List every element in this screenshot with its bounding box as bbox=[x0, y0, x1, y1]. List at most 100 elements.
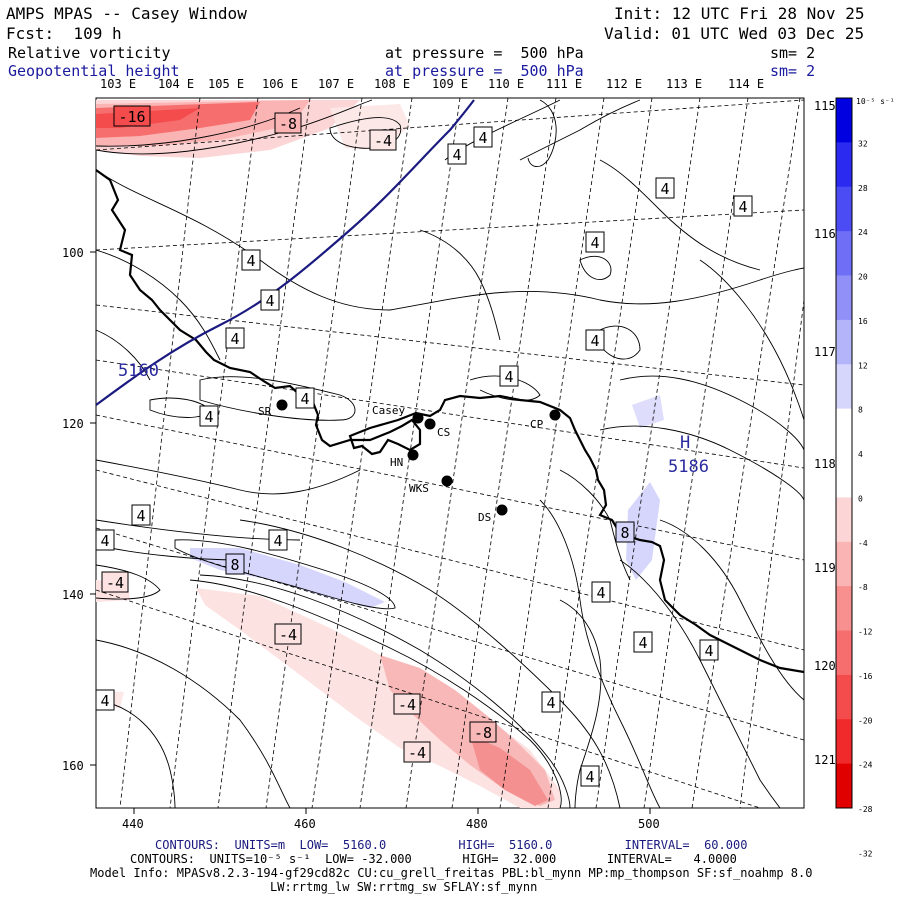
colorbar-swatch bbox=[836, 630, 852, 676]
top-lon-label: 104 E bbox=[158, 77, 195, 91]
svg-text:SR: SR bbox=[258, 405, 272, 418]
forecast-hour: Fcst: 109 h bbox=[6, 24, 122, 43]
colorbar-tick-label: 32 bbox=[858, 139, 868, 148]
svg-text:-4: -4 bbox=[374, 132, 392, 150]
valid-time: Valid: 01 UTC Wed 03 Dec 25 bbox=[604, 24, 865, 43]
contour-label: 4 bbox=[131, 504, 151, 526]
colorbar-swatch bbox=[836, 497, 852, 543]
svg-text:Casey: Casey bbox=[372, 404, 405, 417]
svg-text:4: 4 bbox=[100, 532, 109, 550]
colorbar-tick-label: 28 bbox=[858, 184, 868, 193]
svg-text:-8: -8 bbox=[474, 724, 492, 742]
meridian-lines bbox=[119, 98, 804, 808]
station-marker[interactable]: CP bbox=[530, 409, 561, 432]
top-lon-label: 111 E bbox=[546, 77, 583, 91]
svg-text:4: 4 bbox=[590, 332, 599, 350]
colorbar-tick-label: -8 bbox=[858, 583, 868, 592]
colorbar-swatch bbox=[836, 98, 852, 143]
svg-text:4: 4 bbox=[452, 146, 461, 164]
colorbar-swatch bbox=[836, 186, 852, 232]
contour-label: 8 bbox=[615, 521, 635, 543]
top-lon-label: 107 E bbox=[318, 77, 355, 91]
svg-text:8: 8 bbox=[620, 524, 629, 542]
high-marker: H bbox=[680, 433, 690, 453]
svg-text:-4: -4 bbox=[279, 626, 297, 644]
height-contour-5160 bbox=[96, 99, 475, 406]
colorbar-swatch bbox=[836, 541, 852, 587]
station-marker[interactable]: WKS bbox=[409, 475, 453, 496]
svg-text:4: 4 bbox=[273, 532, 282, 550]
footer-model-info: Model Info: MPASv8.2.3-194-gf29cd82c CU:… bbox=[90, 866, 813, 880]
contour-label: 4 bbox=[591, 581, 611, 603]
contour-label: 8 bbox=[225, 553, 245, 575]
svg-text:4: 4 bbox=[596, 584, 605, 602]
footer-physics-info: LW:rrtmg_lw SW:rrtmg_sw SFLAY:sf_mynn bbox=[270, 880, 538, 894]
colorbar-tick-label: -16 bbox=[858, 672, 873, 681]
field1-smoothing: sm= 2 bbox=[770, 44, 816, 62]
contour-label: 4 bbox=[473, 126, 493, 148]
colorbar-tick-label: 16 bbox=[858, 317, 868, 326]
colorbar-swatch bbox=[836, 674, 852, 720]
colorbar-swatch bbox=[836, 319, 852, 365]
contour-label: -4 bbox=[403, 741, 431, 763]
stations: SR Casey CS HN WKS DS CP bbox=[258, 399, 561, 525]
init-time: Init: 12 UTC Fri 28 Nov 25 bbox=[614, 4, 865, 23]
top-lon-label: 106 E bbox=[262, 77, 299, 91]
colorbar-swatch bbox=[836, 408, 852, 454]
station-marker[interactable]: CS bbox=[424, 418, 451, 440]
top-lon-label: 114 E bbox=[728, 77, 765, 91]
contour-label: 4 bbox=[95, 689, 115, 711]
svg-text:-4: -4 bbox=[408, 744, 426, 762]
svg-text:4: 4 bbox=[590, 234, 599, 252]
footer-vorticity-contours: CONTOURS: UNITS=10⁻⁵ s⁻¹ LOW= -32.000 HI… bbox=[130, 852, 737, 866]
station-marker[interactable]: Casey bbox=[372, 404, 424, 424]
vorticity-shade bbox=[632, 395, 664, 428]
station-marker[interactable]: SR bbox=[258, 399, 288, 419]
svg-text:4: 4 bbox=[204, 408, 213, 426]
x-axis: 440 460 480 500 bbox=[122, 808, 660, 831]
svg-text:-4: -4 bbox=[398, 696, 416, 714]
contour-label: 4 bbox=[699, 639, 719, 661]
contour-label: 4 bbox=[241, 249, 261, 271]
contour-label: 4 bbox=[585, 231, 605, 253]
colorbar-tick-label: 24 bbox=[858, 228, 868, 237]
svg-text:4: 4 bbox=[704, 642, 713, 660]
station-marker[interactable]: HN bbox=[390, 449, 419, 470]
svg-text:4: 4 bbox=[300, 390, 309, 408]
contour-label: 4 bbox=[295, 387, 315, 409]
colorbar-tick-label: 8 bbox=[858, 406, 863, 415]
svg-text:-16: -16 bbox=[118, 108, 145, 126]
contour-label: 4 bbox=[95, 529, 115, 551]
vorticity-shade bbox=[626, 482, 660, 580]
contour-label: 4 bbox=[260, 289, 280, 311]
contour-label: 4 bbox=[541, 691, 561, 713]
contour-label: 4 bbox=[268, 529, 288, 551]
svg-text:4: 4 bbox=[100, 692, 109, 710]
contour-label: -4 bbox=[369, 129, 397, 151]
colorbar-tick-label: -32 bbox=[858, 849, 873, 858]
svg-text:CS: CS bbox=[437, 426, 450, 439]
contour-label: -4 bbox=[274, 623, 302, 645]
station-marker[interactable]: DS bbox=[478, 504, 508, 525]
top-lon-label: 112 E bbox=[606, 77, 643, 91]
x-tick-label: 460 bbox=[294, 817, 316, 831]
contour-label: 4 bbox=[633, 631, 653, 653]
colorbar-swatch bbox=[836, 453, 852, 498]
svg-text:4: 4 bbox=[546, 694, 555, 712]
contour-label: 4 bbox=[585, 329, 605, 351]
field1-pressure: at pressure = 500 hPa bbox=[385, 44, 584, 62]
top-lon-label: 108 E bbox=[374, 77, 411, 91]
contour-label: 4 bbox=[733, 195, 753, 217]
svg-text:CP: CP bbox=[530, 418, 544, 431]
top-lon-label: 110 E bbox=[488, 77, 525, 91]
height-contour-label: 5160 bbox=[118, 361, 159, 381]
top-lon-label: 109 E bbox=[432, 77, 469, 91]
colorbar-swatch bbox=[836, 142, 852, 188]
svg-text:4: 4 bbox=[230, 330, 239, 348]
x-tick-label: 480 bbox=[466, 817, 488, 831]
y-axis: 100 120 140 160 bbox=[62, 246, 96, 773]
contour-label: -8 bbox=[469, 721, 497, 743]
colorbar-unit: 10⁻⁵ s⁻¹ bbox=[856, 97, 895, 106]
vorticity-shade bbox=[470, 735, 548, 806]
